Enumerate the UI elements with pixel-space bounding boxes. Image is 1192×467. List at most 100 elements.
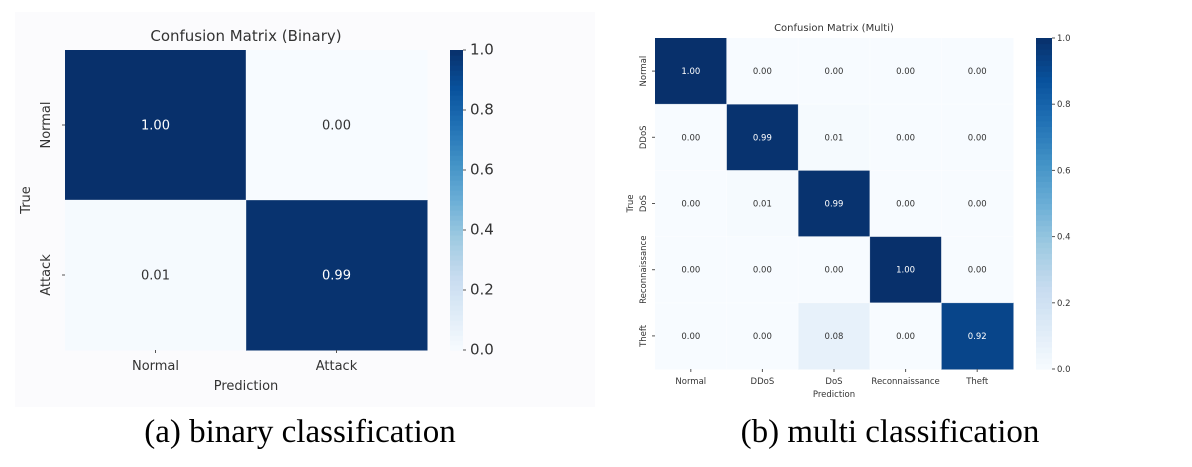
multi-colorbar-segment — [1036, 192, 1052, 199]
binary-colorbar-segment — [450, 210, 463, 216]
binary-colorbar-segment — [450, 90, 463, 96]
binary-y-axis-label: True — [19, 186, 34, 215]
multi-colorbar-segment — [1036, 352, 1052, 359]
multi-colorbar-segment — [1036, 98, 1052, 105]
multi-cell — [798, 104, 871, 171]
binary-cell-value: 0.99 — [322, 269, 351, 284]
multi-y-tick-label: Theft — [639, 324, 649, 348]
multi-x-axis-label: Prediction — [813, 390, 855, 400]
multi-colorbar-segment — [1036, 302, 1052, 309]
binary-colorbar-segment — [450, 120, 463, 126]
multi-cell — [941, 236, 1014, 304]
multi-colorbar-segment — [1036, 258, 1052, 265]
multi-colorbar-segment — [1036, 319, 1052, 326]
caption-binary: (a) binary classification — [144, 414, 456, 450]
binary-colorbar-segment — [450, 310, 463, 316]
multi-colorbar-tick-label: 0.4 — [1057, 233, 1071, 243]
binary-colorbar-segment — [450, 135, 463, 141]
binary-colorbar-segment — [450, 85, 463, 91]
multi-cell — [655, 302, 728, 370]
multi-cell-value: 0.00 — [968, 199, 987, 209]
multi-colorbar-segment — [1036, 363, 1052, 370]
multi-cell — [941, 170, 1014, 238]
binary-colorbar-segment — [450, 345, 463, 351]
binary-colorbar-segment — [450, 315, 463, 321]
multi-colorbar-segment — [1036, 181, 1052, 188]
binary-colorbar-segment — [450, 75, 463, 81]
multi-colorbar-segment — [1036, 104, 1052, 111]
binary-colorbar-segment — [450, 295, 463, 301]
multi-cell — [869, 236, 942, 304]
multi-cell-value: 0.01 — [753, 199, 772, 209]
multi-colorbar-segment — [1036, 330, 1052, 337]
multi-cell — [869, 38, 942, 105]
binary-colorbar-segment — [450, 185, 463, 191]
binary-colorbar-tick-label: 0.8 — [470, 101, 494, 119]
multi-colorbar-tick-label: 0.2 — [1057, 299, 1071, 309]
binary-colorbar-segment — [450, 190, 463, 196]
binary-colorbar-segment — [450, 50, 463, 56]
multi-colorbar-segment — [1036, 54, 1052, 61]
binary-colorbar-tick-label: 0.6 — [470, 161, 494, 179]
binary-colorbar-segment — [450, 250, 463, 256]
multi-cell — [726, 236, 799, 304]
multi-y-tick-label: DoS — [639, 195, 649, 212]
binary-colorbar-segment — [450, 290, 463, 296]
binary-colorbar-segment — [450, 70, 463, 76]
binary-colorbar-segment — [450, 115, 463, 121]
binary-colorbar-segment — [450, 140, 463, 146]
multi-colorbar-segment — [1036, 137, 1052, 144]
multi-colorbar-segment — [1036, 60, 1052, 67]
binary-colorbar-segment — [450, 300, 463, 306]
binary-colorbar-segment — [450, 205, 463, 211]
binary-colorbar-segment — [450, 330, 463, 336]
multi-colorbar-segment — [1036, 153, 1052, 160]
multi-colorbar-segment — [1036, 175, 1052, 183]
multi-cell — [726, 38, 799, 105]
multi-colorbar-segment — [1036, 275, 1052, 282]
multi-colorbar-tick-label: 1.0 — [1057, 34, 1071, 44]
multi-cell-value: 0.00 — [681, 133, 700, 143]
binary-colorbar-tick-label: 0.4 — [470, 221, 494, 239]
multi-colorbar-segment — [1036, 170, 1052, 177]
caption-multi: (b) multi classification — [740, 414, 1040, 450]
multi-colorbar-segment — [1036, 264, 1052, 271]
multi-colorbar-segment — [1036, 324, 1052, 331]
multi-cell — [726, 104, 799, 171]
multi-cell-value: 0.92 — [968, 332, 987, 342]
multi-colorbar-segment — [1036, 120, 1052, 127]
multi-colorbar-segment — [1036, 126, 1052, 133]
binary-colorbar-segment — [450, 340, 463, 346]
multi-colorbar-segment — [1036, 109, 1052, 116]
multi-cell-value: 0.00 — [753, 332, 772, 342]
binary-colorbar-segment — [450, 260, 463, 266]
binary-colorbar-segment — [450, 95, 463, 101]
binary-colorbar-segment — [450, 235, 463, 241]
multi-colorbar-segment — [1036, 308, 1052, 315]
multi-colorbar-segment — [1036, 297, 1052, 304]
multi-colorbar-segment — [1036, 164, 1052, 171]
multi-cell — [798, 38, 871, 105]
multi-colorbar-segment — [1036, 115, 1052, 122]
binary-colorbar-segment — [450, 280, 463, 286]
multi-colorbar-segment — [1036, 197, 1052, 205]
multi-colorbar-segment — [1036, 313, 1052, 320]
binary-cell — [246, 50, 428, 201]
binary-colorbar-segment — [450, 275, 463, 281]
multi-colorbar-segment — [1036, 49, 1052, 56]
binary-y-tick-label: Normal — [39, 101, 54, 148]
multi-cell — [869, 104, 942, 171]
multi-colorbar-segment — [1036, 214, 1052, 221]
binary-colorbar-segment — [450, 80, 463, 86]
multi-colorbar-segment — [1036, 159, 1052, 166]
multi-cell-value: 0.08 — [825, 332, 844, 342]
multi-colorbar-tick-label: 0.0 — [1057, 365, 1071, 375]
multi-cell — [941, 104, 1014, 171]
multi-colorbar-segment — [1036, 357, 1052, 365]
binary-colorbar-segment — [450, 230, 463, 236]
multi-colorbar-segment — [1036, 253, 1052, 260]
binary-cell-value: 0.00 — [322, 119, 351, 134]
multi-colorbar-segment — [1036, 346, 1052, 354]
multi-cell-value: 0.01 — [825, 133, 844, 143]
multi-cell — [655, 104, 728, 171]
